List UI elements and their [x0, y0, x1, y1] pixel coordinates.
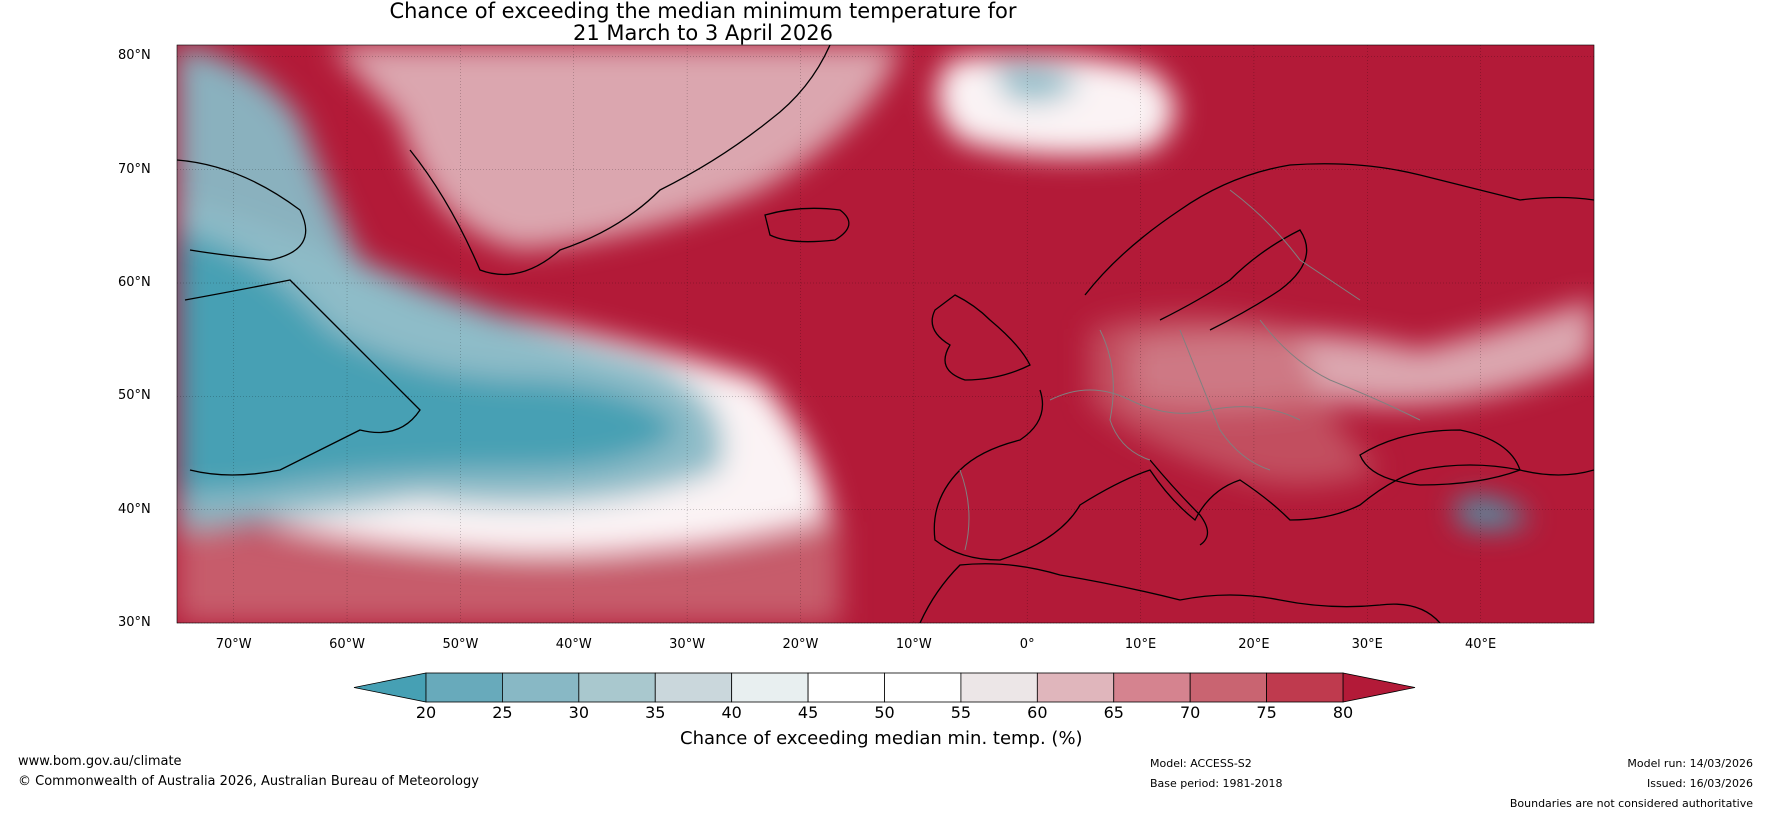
labrador-cold-core — [177, 230, 680, 495]
colorbar-tick: 20 — [415, 703, 437, 722]
central-europe-mixed — [1090, 315, 1380, 485]
longitude-label: 30°E — [1351, 637, 1383, 652]
colorbar-tick: 45 — [797, 703, 819, 722]
longitude-label: 50°W — [442, 637, 479, 652]
barents-cold-patch — [990, 62, 1080, 103]
baltic-coast — [1159, 229, 1308, 331]
caucasus-cold-patch — [1455, 497, 1530, 529]
latitude-label: 50°N — [118, 388, 151, 404]
base-period: Base period: 1981-2018 — [1150, 777, 1283, 790]
latitude-label: 40°N — [118, 501, 151, 517]
colorbar-band — [1036, 672, 1115, 703]
greenland-sea-warm — [330, 45, 900, 250]
latitude-label: 30°N — [118, 615, 151, 630]
europe-border-1 — [1049, 389, 1301, 421]
africa-coast — [919, 563, 1441, 623]
colorbar-tick: 75 — [1256, 703, 1277, 722]
barents-neutral-zone — [937, 54, 1175, 156]
model-run-date: Model run: 14/03/2026 — [1627, 757, 1753, 770]
italy-coast — [1149, 459, 1209, 546]
longitude-label: 40°E — [1464, 637, 1497, 652]
map-title-line-2: 21 March to 3 April 2026 — [573, 21, 833, 45]
longitude-label: 10°W — [895, 637, 932, 652]
colorbar-tick: 35 — [645, 703, 666, 722]
longitude-label: 10°E — [1124, 637, 1157, 652]
europe-border-4 — [1259, 319, 1421, 421]
iceland-coast — [764, 207, 850, 243]
longitude-label: 20°W — [782, 637, 819, 652]
political-borders — [959, 189, 1421, 551]
colorbar-tick: 80 — [1332, 703, 1354, 722]
model-name: Model: ACCESS-S2 — [1150, 757, 1252, 770]
colorbar-title: Chance of exceeding median min. temp. (%… — [680, 728, 1083, 749]
issued-date: Issued: 16/03/2026 — [1646, 777, 1753, 790]
colorbar-band — [731, 672, 809, 703]
copyright-notice: © Commonwealth of Australia 2026, Austra… — [18, 774, 479, 789]
british-isles-coast — [931, 294, 1031, 381]
contour-shading — [177, 45, 1594, 623]
latitude-label: 80°N — [118, 48, 151, 64]
colorbar-tick: 25 — [492, 703, 513, 722]
website-link[interactable]: www.bom.gov.au/climate — [18, 754, 182, 769]
colorbar-tick: 40 — [721, 703, 742, 722]
longitude-label: 20°E — [1238, 637, 1270, 652]
longitude-label: 40°W — [555, 637, 592, 652]
baffin-coast — [177, 159, 307, 261]
colorbar-over-arrow — [1342, 672, 1416, 703]
boundary-disclaimer: Boundaries are not considered authoritat… — [1509, 797, 1753, 810]
europe-border-2 — [1099, 329, 1151, 461]
colorbar-band — [654, 672, 733, 703]
europe-border-3 — [1179, 329, 1271, 471]
probability-field — [177, 45, 1594, 623]
latitude-label: 70°N — [118, 161, 151, 177]
scandinavia-coast — [1084, 163, 1594, 296]
colorbar-band — [807, 672, 885, 703]
colorbar — [353, 672, 1416, 703]
colorbar-tick: 50 — [874, 703, 895, 722]
colorbar-under-arrow — [353, 672, 427, 703]
latitude-label: 60°N — [118, 275, 151, 290]
longitude-label: 70°W — [215, 637, 252, 652]
colorbar-band — [960, 672, 1038, 703]
colorbar-tick: 30 — [568, 703, 590, 722]
map-title-line-1: Chance of exceeding the median minimum t… — [389, 0, 1017, 23]
black-sea-coast — [1359, 429, 1521, 486]
colorbar-tick: 65 — [1103, 703, 1124, 722]
longitude-label: 30°W — [669, 637, 706, 652]
map-frame — [176, 44, 1595, 624]
longitude-label: 60°W — [329, 637, 365, 652]
colorbar-band — [425, 672, 503, 703]
colorbar-band — [884, 672, 962, 703]
scandinavia-border — [1229, 189, 1361, 301]
colorbar-tick: 70 — [1179, 703, 1201, 722]
colorbar-band — [1189, 672, 1267, 703]
colorbar-band — [502, 672, 580, 703]
colorbar-band — [1266, 672, 1344, 703]
labrador-coast — [184, 279, 421, 476]
colorbar-tick: 60 — [1027, 703, 1048, 722]
colorbar-tick: 55 — [950, 703, 972, 722]
colorbar-band — [1113, 672, 1191, 703]
coastlines — [177, 45, 1594, 623]
greenland-coast — [409, 45, 831, 276]
southern-warm-band — [177, 520, 840, 623]
europe-coast — [933, 389, 1594, 561]
longitude-label: 0° — [1019, 637, 1035, 652]
colorbar-band — [578, 672, 656, 703]
iberia-border — [959, 469, 970, 551]
